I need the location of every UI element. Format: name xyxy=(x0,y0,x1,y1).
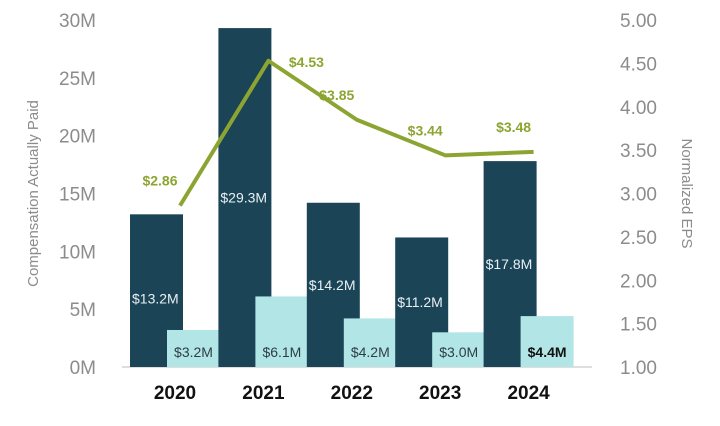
y2-axis-title: Normalized EPS xyxy=(678,138,695,248)
bar-value-label: $6.1M xyxy=(262,344,301,360)
eps-line-layer: $2.86 $4.53 $3.85 $3.44 $3.48 xyxy=(142,54,534,207)
category-label: 2020 xyxy=(154,383,196,404)
y2-tick-label: 4.50 xyxy=(620,54,657,75)
eps-value-label: $2.86 xyxy=(142,173,177,189)
y2-tick-label: 5.00 xyxy=(620,11,657,32)
y-tick-label: 10M xyxy=(59,242,96,263)
eps-value-label: $3.85 xyxy=(319,87,354,103)
bar-comp-2020 xyxy=(167,329,220,367)
y2-tick-label: 3.00 xyxy=(620,185,657,206)
bars xyxy=(130,28,574,367)
bar-value-label: $3.0M xyxy=(439,344,478,360)
y2-tick-label: 1.50 xyxy=(620,315,657,336)
y-axis-title: Compensation Actually Paid xyxy=(25,100,42,287)
y2-tick-label: 2.00 xyxy=(620,271,657,292)
y2-tick-label: 3.50 xyxy=(620,141,657,162)
y-tick-label: 30M xyxy=(59,11,96,32)
bar-comp-2021 xyxy=(255,296,309,367)
category-label: 2023 xyxy=(419,383,461,404)
eps-value-label: $3.48 xyxy=(496,119,531,135)
bar-labels: $13.2M $3.2M $29.3M $6.1M $14.2M $4.2M $11.2M $… xyxy=(132,190,567,360)
y2-tick-label: 1.00 xyxy=(620,358,657,379)
y-tick-label: 15M xyxy=(59,185,96,206)
bar-comp-2023 xyxy=(432,332,486,367)
y-tick-label: 5M xyxy=(70,300,96,321)
bar-value-label: $17.8M xyxy=(486,256,533,272)
eps-line xyxy=(178,58,534,207)
category-label: 2022 xyxy=(331,383,373,404)
y-tick-label: 0M xyxy=(70,358,96,379)
eps-value-label: $3.44 xyxy=(408,122,443,138)
y2-tick-label: 4.00 xyxy=(620,98,657,119)
bar-value-label: $3.2M xyxy=(174,344,213,360)
bar-value-label: $4.4M xyxy=(528,344,567,360)
bar-comp-2022 xyxy=(343,318,397,367)
eps-value-label: $4.53 xyxy=(289,54,324,70)
right-axis-ticks: 1.00 1.50 2.00 2.50 3.00 3.50 4.00 4.50 5.00 xyxy=(620,11,657,379)
category-label: 2024 xyxy=(507,383,550,404)
bar-comp-2024 xyxy=(520,316,574,367)
category-labels: 2020 2021 2022 2023 2024 xyxy=(154,383,550,404)
bar-value-label: $4.2M xyxy=(351,344,390,360)
y-tick-label: 20M xyxy=(59,127,96,148)
category-label: 2021 xyxy=(242,383,285,404)
bar-value-label: $29.3M xyxy=(220,190,267,206)
bar-value-label: $14.2M xyxy=(309,277,356,293)
bar-value-label: $11.2M xyxy=(397,294,443,310)
y2-tick-label: 2.50 xyxy=(620,228,657,249)
bar-value-label: $13.2M xyxy=(132,290,179,306)
left-axis-ticks: 0M 5M 10M 15M 20M 25M 30M xyxy=(59,11,96,379)
y-tick-label: 25M xyxy=(59,69,96,90)
